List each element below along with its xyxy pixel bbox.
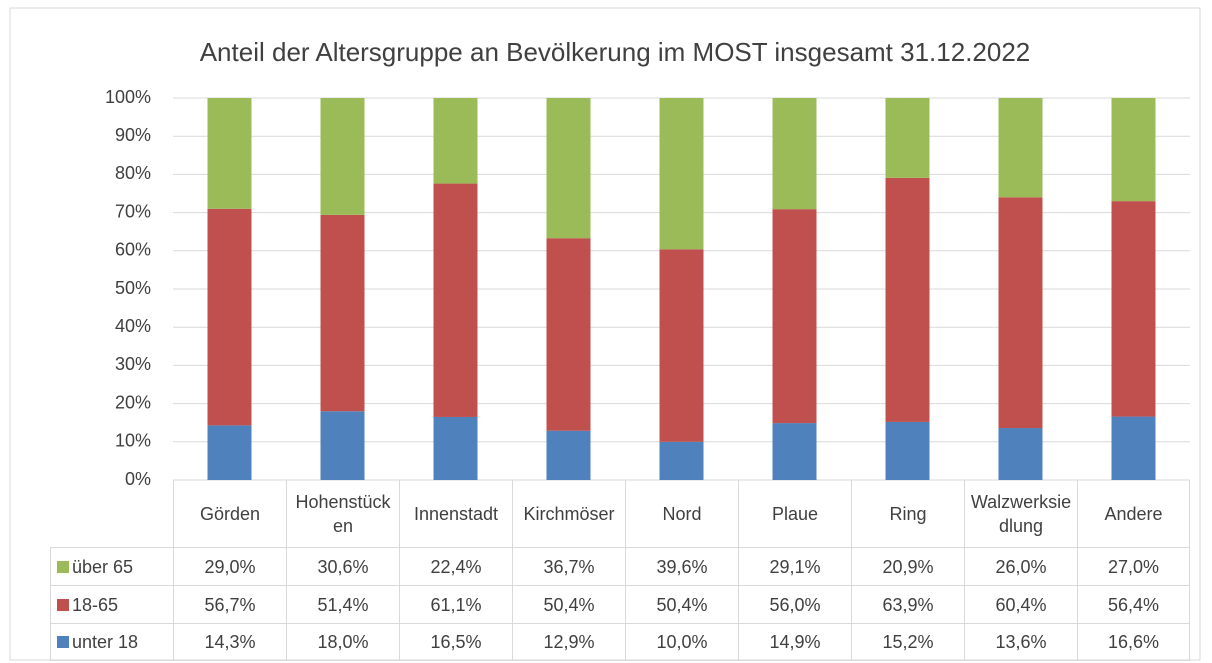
bar-segment bbox=[207, 425, 252, 480]
legend-label: 18-65 bbox=[72, 594, 119, 615]
legend-entry: unter 18 bbox=[50, 623, 173, 661]
legend-entry: über 65 bbox=[50, 547, 173, 585]
bar-segment bbox=[998, 98, 1043, 198]
x-tick-label: Ring bbox=[851, 480, 964, 547]
legend-swatch bbox=[57, 636, 69, 648]
bar-segment bbox=[772, 423, 817, 480]
bar-segment bbox=[885, 421, 930, 480]
table-value: 26,0% bbox=[964, 547, 1077, 585]
y-tick-label: 20% bbox=[115, 392, 151, 412]
x-tick-label: Hohenstücken bbox=[286, 480, 399, 547]
table-value: 39,6% bbox=[625, 547, 738, 585]
x-tick-label: Kirchmöser bbox=[512, 480, 625, 547]
table-value: 13,6% bbox=[964, 623, 1077, 661]
bar-segment bbox=[1111, 201, 1156, 417]
table-value: 30,6% bbox=[286, 547, 399, 585]
table-value: 60,4% bbox=[964, 585, 1077, 623]
bar-segment bbox=[659, 98, 704, 250]
y-tick-label: 0% bbox=[125, 469, 151, 489]
bar-segment bbox=[998, 428, 1043, 480]
bar-segment bbox=[320, 98, 365, 215]
bar-segment bbox=[885, 177, 930, 422]
x-tick-label: Innenstadt bbox=[399, 480, 512, 547]
bar-segment bbox=[1111, 98, 1156, 202]
y-tick-label: 40% bbox=[115, 316, 151, 336]
table-value: 12,9% bbox=[512, 623, 625, 661]
legend-swatch bbox=[57, 598, 69, 611]
bar-segment bbox=[1111, 416, 1156, 480]
table-value: 29,1% bbox=[738, 547, 851, 585]
bar-segment bbox=[772, 98, 817, 210]
table-value: 56,7% bbox=[173, 585, 286, 623]
table-value: 56,4% bbox=[1077, 585, 1190, 623]
bar-segment bbox=[433, 98, 478, 184]
table-value: 29,0% bbox=[173, 547, 286, 585]
bar-segment bbox=[885, 98, 930, 178]
table-value: 51,4% bbox=[286, 585, 399, 623]
bar-segment bbox=[433, 183, 478, 417]
bar-segment bbox=[320, 214, 365, 412]
legend-entry: 18-65 bbox=[50, 585, 173, 623]
table-value: 56,0% bbox=[738, 585, 851, 623]
table-value: 10,0% bbox=[625, 623, 738, 661]
table-value: 20,9% bbox=[851, 547, 964, 585]
bar-segment bbox=[659, 441, 704, 480]
y-tick-label: 100% bbox=[105, 87, 151, 107]
table-value: 14,3% bbox=[173, 623, 286, 661]
bar-segment bbox=[207, 208, 252, 426]
y-tick-label: 90% bbox=[115, 125, 151, 145]
y-tick-label: 50% bbox=[115, 278, 151, 298]
bar-segment bbox=[659, 249, 704, 442]
y-tick-label: 30% bbox=[115, 354, 151, 374]
bar-segment bbox=[320, 411, 365, 480]
table-value: 14,9% bbox=[738, 623, 851, 661]
legend-label: über 65 bbox=[72, 556, 134, 577]
bar-segment bbox=[546, 430, 591, 480]
bar-segment bbox=[546, 98, 591, 239]
chart-title: Anteil der Altersgruppe an Bevölkerung i… bbox=[200, 37, 1031, 67]
table-value: 63,9% bbox=[851, 585, 964, 623]
y-tick-label: 80% bbox=[115, 163, 151, 183]
x-tick-label: Görden bbox=[173, 480, 286, 547]
x-tick-label: Nord bbox=[625, 480, 738, 547]
table-value: 22,4% bbox=[399, 547, 512, 585]
table-value: 50,4% bbox=[512, 585, 625, 623]
bar-segment bbox=[546, 238, 591, 431]
y-tick-label: 10% bbox=[115, 431, 151, 451]
table-value: 27,0% bbox=[1077, 547, 1190, 585]
x-tick-label: Walzwerksiedlung bbox=[964, 480, 1077, 547]
bar-segment bbox=[207, 98, 252, 209]
legend-swatch bbox=[57, 560, 69, 573]
table-value: 18,0% bbox=[286, 623, 399, 661]
bar-segment bbox=[433, 416, 478, 480]
table-value: 36,7% bbox=[512, 547, 625, 585]
bar-segment bbox=[772, 209, 817, 424]
bar-segment bbox=[998, 197, 1043, 429]
table-value: 16,6% bbox=[1077, 623, 1190, 661]
y-tick-label: 60% bbox=[115, 240, 151, 260]
table-value: 50,4% bbox=[625, 585, 738, 623]
table-value: 16,5% bbox=[399, 623, 512, 661]
y-tick-label: 70% bbox=[115, 201, 151, 221]
table-value: 61,1% bbox=[399, 585, 512, 623]
table-value: 15,2% bbox=[851, 623, 964, 661]
x-tick-label: Andere bbox=[1077, 480, 1190, 547]
legend-label: unter 18 bbox=[72, 632, 139, 652]
x-tick-label: Plaue bbox=[738, 480, 851, 547]
